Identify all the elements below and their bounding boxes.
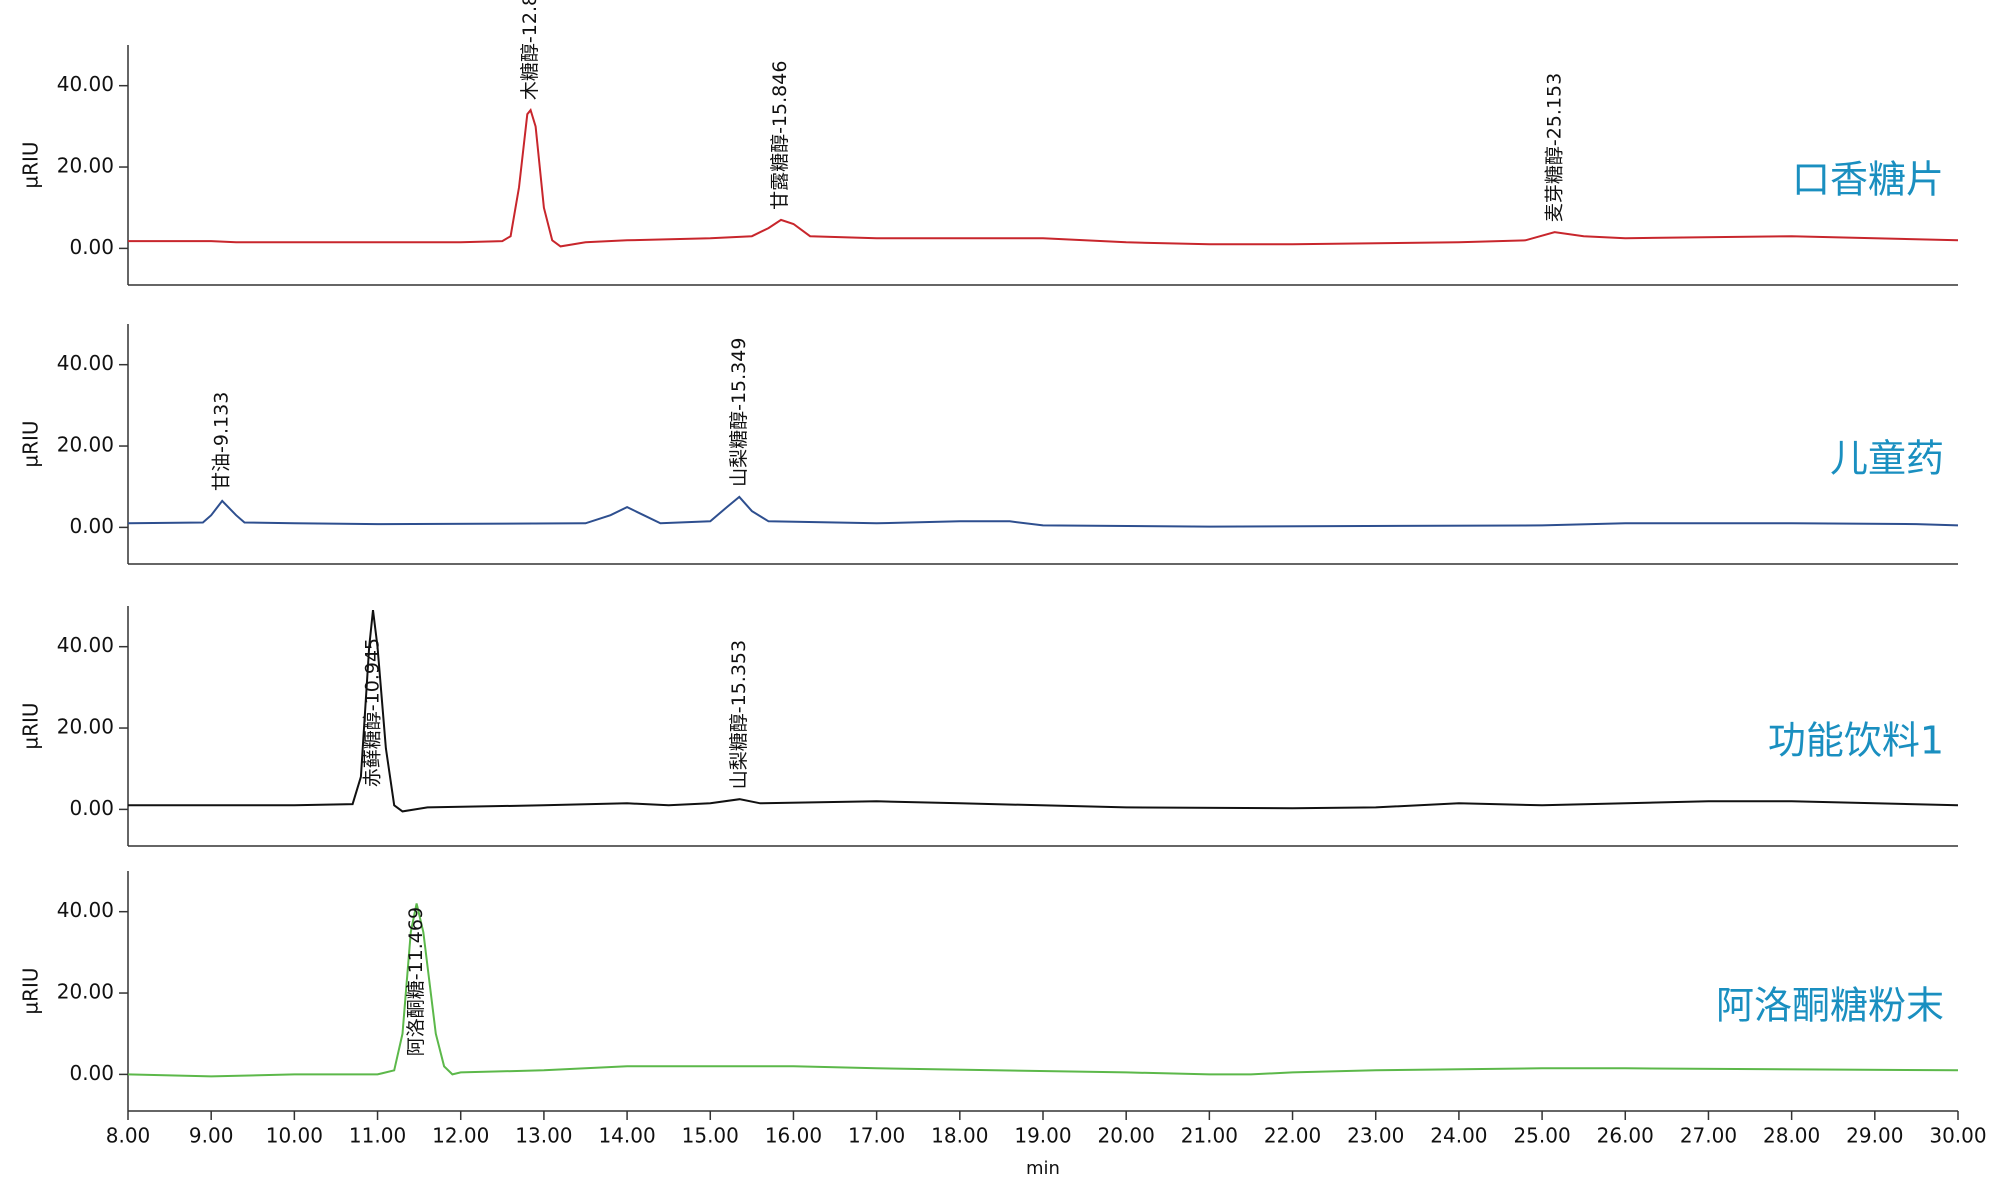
x-tick-label: 21.00: [1181, 1124, 1238, 1148]
panel-title: 儿童药: [1830, 436, 1944, 480]
x-tick-label: 10.00: [266, 1124, 323, 1148]
x-tick-label: 26.00: [1597, 1124, 1654, 1148]
x-tick-label: 8.00: [106, 1124, 151, 1148]
y-axis-label: µRIU: [19, 967, 43, 1014]
x-tick-label: 17.00: [848, 1124, 905, 1148]
peak-label: 赤藓糖醇-10.945: [361, 638, 383, 787]
panel-title: 功能饮料1: [1768, 718, 1944, 762]
y-tick-label: 0.00: [69, 1061, 114, 1085]
trace: [128, 108, 1959, 248]
panel-title: 口香糖片: [1792, 157, 1944, 201]
x-tick-label: 9.00: [189, 1124, 234, 1148]
y-tick-label: 40.00: [57, 898, 114, 922]
x-tick-label: 11.00: [349, 1124, 406, 1148]
peak-label: 甘露糖醇-15.846: [769, 61, 791, 210]
peak-label: 山梨糖醇-15.353: [728, 640, 750, 789]
x-tick-label: 30.00: [1929, 1124, 1986, 1148]
x-tick-label: 22.00: [1264, 1124, 1321, 1148]
x-tick-label: 19.00: [1014, 1124, 1071, 1148]
peak-label: 山梨糖醇-15.349: [728, 338, 750, 487]
y-axis-label: µRIU: [19, 702, 43, 749]
y-tick-label: 40.00: [57, 633, 114, 657]
x-tick-label: 14.00: [598, 1124, 655, 1148]
x-tick-label: 28.00: [1763, 1124, 1820, 1148]
x-tick-label: 23.00: [1347, 1124, 1404, 1148]
x-tick-label: 13.00: [515, 1124, 572, 1148]
x-tick-label: 15.00: [682, 1124, 739, 1148]
x-axis-label: min: [1026, 1158, 1060, 1179]
y-tick-label: 20.00: [57, 715, 114, 739]
peak-label: 木糖醇-12.839: [519, 0, 541, 100]
x-tick-label: 24.00: [1430, 1124, 1487, 1148]
x-tick-label: 25.00: [1513, 1124, 1570, 1148]
peak-label: 阿洛酮糖-11.469: [405, 907, 427, 1056]
y-tick-label: 0.00: [69, 514, 114, 538]
peak-label: 甘油-9.133: [211, 392, 233, 491]
y-axis-label: µRIU: [19, 141, 43, 188]
x-tick-label: 12.00: [432, 1124, 489, 1148]
y-tick-label: 0.00: [69, 796, 114, 820]
panel-title: 阿洛酮糖粉末: [1716, 983, 1944, 1027]
y-tick-label: 20.00: [57, 433, 114, 457]
peak-label: 麦芽糖醇-25.153: [1543, 73, 1565, 222]
x-tick-label: 18.00: [931, 1124, 988, 1148]
x-tick-label: 29.00: [1846, 1124, 1903, 1148]
x-tick-label: 16.00: [765, 1124, 822, 1148]
x-tick-label: 20.00: [1098, 1124, 1155, 1148]
y-axis-label: µRIU: [19, 420, 43, 467]
trace: [127, 903, 1959, 1078]
y-tick-label: 20.00: [57, 154, 114, 178]
y-tick-label: 40.00: [57, 72, 114, 96]
y-tick-label: 20.00: [57, 980, 114, 1004]
y-tick-label: 40.00: [57, 351, 114, 375]
y-tick-label: 0.00: [69, 235, 114, 259]
trace: [127, 495, 1959, 528]
x-tick-label: 27.00: [1680, 1124, 1737, 1148]
trace: [128, 609, 1959, 813]
